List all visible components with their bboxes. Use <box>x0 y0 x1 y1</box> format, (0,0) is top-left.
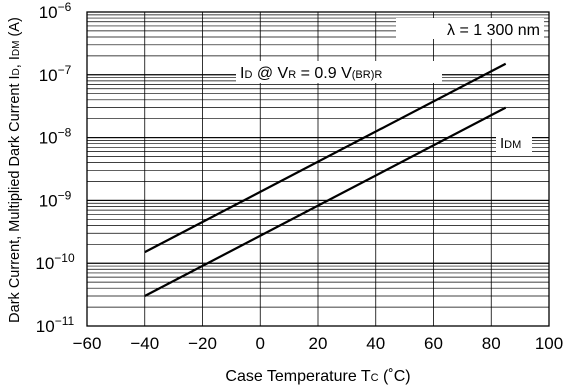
y-tick-exponent: −7 <box>58 63 72 77</box>
series-label-id: ID @ VR = 0.9 V(BR)R <box>240 65 382 82</box>
plot-frame <box>86 11 550 327</box>
y-tick-label: 10−10 <box>35 251 75 273</box>
x-tick-label: −60 <box>73 334 102 353</box>
y-tick-label: 10−7 <box>39 63 72 85</box>
y-axis-label: Dark Current, Multiplied Dark Current ID… <box>7 17 23 323</box>
x-tick-label: −20 <box>188 334 217 353</box>
x-tick-label: −40 <box>130 334 159 353</box>
x-tick-label: 80 <box>482 334 501 353</box>
y-tick-label: 10−8 <box>39 126 72 148</box>
x-tick-label: 20 <box>309 334 328 353</box>
x-tick-label: 0 <box>256 334 265 353</box>
series-label-idm: IDM <box>500 135 521 152</box>
series-group <box>144 62 507 298</box>
x-axis-label-main: Case Temperature T <box>225 368 370 385</box>
x-tick-label: 100 <box>535 334 563 353</box>
y-tick-base: 10 <box>36 317 55 336</box>
x-axis-label-sub: C <box>371 372 379 384</box>
y-tick-label: 10−6 <box>39 0 72 22</box>
series-label-id-part: R <box>288 69 296 81</box>
x-axis-label-unit: (˚C) <box>379 368 411 385</box>
series-label-id-part: I <box>240 65 244 82</box>
series-line-id <box>144 62 507 254</box>
series-label-id-part: @ V <box>252 65 288 82</box>
y-tick-base: 10 <box>39 129 58 148</box>
y-tick-label: 10−9 <box>39 188 72 210</box>
wavelength-label: λ = 1 300 nm <box>447 22 540 39</box>
series-label-idm-part: I <box>500 135 504 152</box>
series-label-id-part: D <box>244 69 252 81</box>
series-label-id-bg <box>236 61 442 83</box>
y-tick-exponent: −6 <box>58 0 72 14</box>
y-tick-exponent: −8 <box>58 126 72 140</box>
y-tick-label: 10−11 <box>36 314 75 336</box>
y-tick-base: 10 <box>39 191 58 210</box>
y-tick-exponent: −9 <box>58 188 72 202</box>
y-tick-exponent: −10 <box>54 251 75 265</box>
series-label-idm-bg <box>496 132 532 152</box>
y-axis-label-main: Dark Current, Multiplied Dark Current I <box>7 75 23 322</box>
y-axis-label-unit: (A) <box>7 17 23 40</box>
series-label-id-part: = 0.9 V <box>296 65 352 82</box>
series-label-idm-part: DM <box>504 139 521 151</box>
x-tick-label: 40 <box>366 334 385 353</box>
y-axis-label-sub: DM <box>11 41 22 57</box>
y-axis-label-sep: , I <box>7 56 23 68</box>
y-tick-base: 10 <box>39 66 58 85</box>
series-label-id-part: (BR)R <box>352 69 383 81</box>
y-tick-exponent: −11 <box>55 314 75 328</box>
x-axis-label: Case Temperature TC (˚C) <box>225 368 410 385</box>
y-tick-base: 10 <box>39 3 58 22</box>
series-line-idm <box>144 106 507 298</box>
y-axis-label-sub: D <box>11 68 22 75</box>
grid <box>86 11 550 327</box>
x-tick-labels: −60 −40 −20 0 20 40 60 80 100 <box>73 334 563 353</box>
x-tick-label: 60 <box>424 334 443 353</box>
wavelength-label-bg <box>396 18 544 39</box>
y-tick-base: 10 <box>35 254 54 273</box>
